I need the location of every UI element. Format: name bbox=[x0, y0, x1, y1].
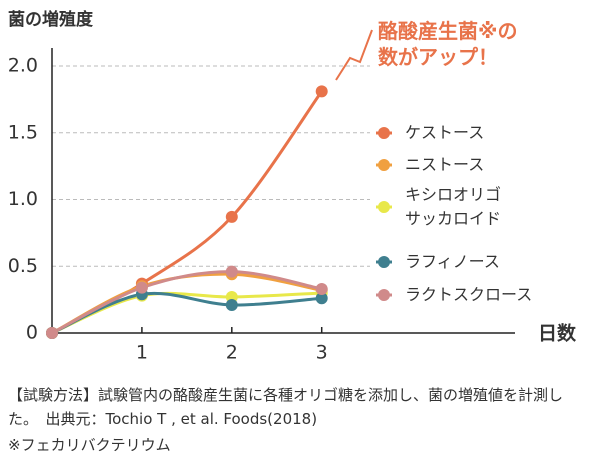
data-point bbox=[315, 292, 328, 305]
legend-label: ラクトスクロース bbox=[405, 285, 533, 304]
x-axis-title: 日数 bbox=[538, 322, 577, 345]
legend-marker bbox=[378, 289, 390, 301]
footnote: ※フェカリバクテリウム bbox=[8, 436, 171, 454]
legend-label: ケストース bbox=[405, 123, 485, 142]
data-point bbox=[225, 210, 238, 223]
callout-bolt bbox=[335, 29, 373, 81]
legend-marker bbox=[378, 256, 390, 268]
data-point bbox=[315, 282, 328, 295]
x-tick-label: 2 bbox=[226, 342, 238, 364]
data-point bbox=[225, 298, 238, 311]
data-point bbox=[46, 327, 58, 339]
data-point bbox=[225, 265, 238, 278]
data-point bbox=[315, 85, 328, 98]
annotation: 酪酸産生菌※の 数がアップ！ bbox=[378, 19, 518, 69]
x-tick-label: 3 bbox=[316, 342, 328, 364]
x-tick-label: 1 bbox=[136, 342, 148, 364]
y-tick-label: 0.5 bbox=[8, 255, 38, 277]
y-axis-title: 菌の増殖度 bbox=[8, 9, 94, 30]
legend-marker bbox=[378, 201, 390, 213]
legend-label: キシロオリゴ サッカロイド bbox=[405, 185, 502, 228]
series-line bbox=[51, 291, 322, 335]
series-line bbox=[51, 270, 322, 335]
y-tick-label: 0 bbox=[26, 322, 38, 344]
legend-label: ラフィノース bbox=[405, 252, 500, 271]
y-tick-label: 1.0 bbox=[8, 188, 38, 210]
legend-marker bbox=[378, 127, 390, 139]
y-tick-label: 2.0 bbox=[8, 55, 38, 77]
legend-marker bbox=[378, 159, 390, 171]
legend-label: ニストース bbox=[405, 155, 485, 174]
y-tick-label: 1.5 bbox=[8, 121, 38, 143]
data-point bbox=[135, 281, 148, 294]
footnote: 【試験方法】試験管内の酪酸産生菌に各種オリゴ糖を添加し、菌の増殖値を計測した。 … bbox=[8, 386, 564, 428]
